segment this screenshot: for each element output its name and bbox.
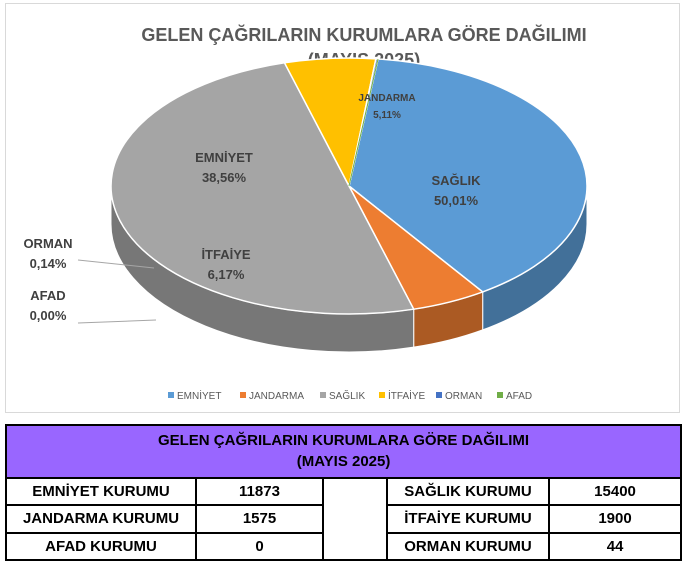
legend-swatch [497, 392, 503, 398]
left-value: 11873 [195, 476, 324, 507]
left-label: EMNİYET KURUMU [5, 476, 197, 507]
legend-label: ORMAN [445, 391, 482, 402]
right-value: 1900 [547, 504, 683, 534]
slice-name-label: JANDARMA [358, 93, 415, 104]
summary-table: GELEN ÇAĞRILARIN KURUMLARA GÖRE DAĞILIMI… [4, 424, 683, 562]
pie-labels: EMNİYET 38,56% JANDARMA 5,11% SAĞLIK 50,01% İT… [23, 93, 481, 324]
right-label: ORMAN KURUMU [386, 531, 550, 562]
table-header: GELEN ÇAĞRILARIN KURUMLARA GÖRE DAĞILIMI… [4, 424, 683, 479]
legend-swatch [240, 392, 246, 398]
pie-slice-5 [348, 58, 379, 187]
slice-name-label: ORMAN [23, 236, 72, 251]
slice-name-label: AFAD [30, 288, 65, 303]
table-row: JANDARMA KURUMU 1575 İTFAİYE KURUMU 1900 [5, 504, 683, 534]
slice-value-label: 50,01% [434, 193, 479, 208]
slice-name-label: EMNİYET [195, 150, 253, 165]
legend-label: İTFAİYE [388, 389, 426, 402]
slice-value-label: 6,17% [208, 267, 245, 282]
right-value: 44 [547, 531, 683, 562]
chart-title-line1: GELEN ÇAĞRILARIN KURUMLARA GÖRE DAĞILIMI [141, 24, 586, 45]
table-title-line2: (MAYIS 2025) [296, 453, 391, 471]
legend-label: JANDARMA [249, 391, 304, 402]
leader-line-5 [77, 319, 157, 324]
legend-label: AFAD [506, 391, 532, 402]
table-spacer [322, 476, 388, 562]
chart-panel: GELEN ÇAĞRILARIN KURUMLARA GÖRE DAĞILIMI… [5, 3, 680, 413]
legend-swatch [379, 392, 385, 398]
pie-tops [110, 57, 588, 315]
slice-value-label: 0,14% [30, 256, 67, 271]
legend-swatch [320, 392, 326, 398]
pie-slice-2 [110, 61, 415, 315]
slice-name-label: İTFAİYE [201, 247, 250, 262]
right-value: 15400 [547, 476, 683, 507]
slice-value-label: 5,11% [373, 110, 401, 121]
left-value: 0 [195, 531, 324, 562]
left-value: 1575 [195, 504, 324, 534]
table-title-line1: GELEN ÇAĞRILARIN KURUMLARA GÖRE DAĞILIMI [157, 432, 530, 450]
slice-value-label: 38,56% [202, 170, 247, 185]
legend-label: EMNİYET [177, 389, 221, 402]
right-label: SAĞLIK KURUMU [386, 476, 550, 507]
left-label: AFAD KURUMU [5, 531, 197, 562]
table-row: EMNİYET KURUMU 11873 SAĞLIK KURUMU 15400 [5, 476, 683, 562]
legend-swatch [436, 392, 442, 398]
pie-slice-0 [348, 58, 588, 293]
pie-chart: GELEN ÇAĞRILARIN KURUMLARA GÖRE DAĞILIMI… [23, 24, 588, 402]
legend: EMNİYET JANDARMA SAĞLIK İTFAİYE ORMAN AFAD [168, 389, 532, 402]
legend-label: SAĞLIK [329, 389, 365, 402]
slice-value-label: 0,00% [30, 308, 67, 323]
table-row: AFAD KURUMU 0 ORMAN KURUMU 44 [5, 531, 683, 562]
left-label: JANDARMA KURUMU [5, 504, 197, 534]
slice-name-label: SAĞLIK [431, 173, 481, 188]
legend-swatch [168, 392, 174, 398]
right-label: İTFAİYE KURUMU [386, 504, 550, 534]
leader-line-4 [77, 259, 155, 269]
